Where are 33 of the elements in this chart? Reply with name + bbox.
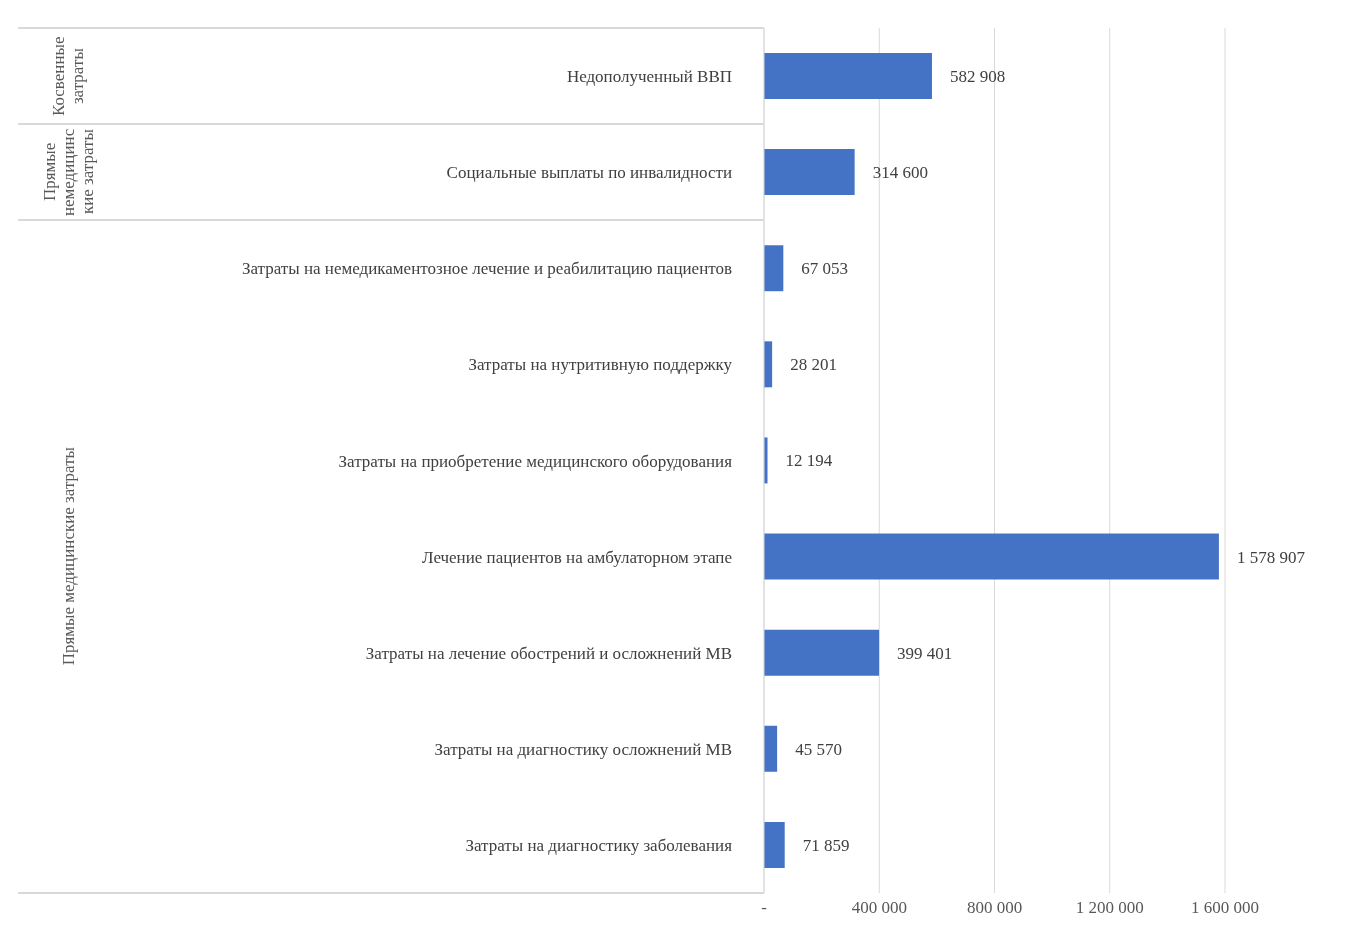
data-label: 67 053 <box>801 259 849 279</box>
y-tick-label: Социальные выплаты по инвалидности <box>446 163 732 183</box>
x-tick-label: 800 000 <box>966 898 1023 918</box>
data-label: 582 908 <box>949 67 1006 87</box>
bar <box>764 725 778 772</box>
x-tick-label: 1 600 000 <box>1191 898 1259 918</box>
data-label: 1 578 907 <box>1236 547 1306 567</box>
x-tick-label: 1 200 000 <box>1075 898 1144 918</box>
y-tick-label: Затраты на немедикаментозное лечение и реабилитацию пациентов <box>241 259 732 279</box>
x-tick-label: 400 000 <box>851 898 907 918</box>
text: Косвенные затраты <box>49 35 87 118</box>
bar <box>764 52 932 99</box>
data-label: 399 401 <box>897 643 953 663</box>
data-label: 12 194 <box>785 451 833 471</box>
x-tick-label: - <box>761 898 768 918</box>
y-tick-label: Затраты на приобретение медицинского оборудования <box>338 451 733 471</box>
bar <box>764 149 855 196</box>
data-label: 28 201 <box>790 355 837 375</box>
bar <box>764 629 880 676</box>
text: Прямые немедицинские затраты <box>39 127 97 218</box>
data-label: 45 570 <box>795 739 842 759</box>
data-label: 71 859 <box>802 835 850 855</box>
bar <box>764 245 784 292</box>
y-tick-label: Затраты на диагностику осложнений МВ <box>434 739 732 759</box>
text: Прямые медицинские затраты <box>58 447 78 666</box>
y-tick-label: Затраты на лечение обострений и осложнений МВ <box>365 643 732 663</box>
bar <box>764 821 785 868</box>
y-tick-label: Лечение пациентов на амбулаторном этапе <box>421 547 732 567</box>
y-tick-label: Затраты на диагностику заболевания <box>465 835 733 855</box>
bar <box>764 533 1219 580</box>
y-tick-label: Затраты на нутритивную поддержку <box>468 355 733 375</box>
data-label: 314 600 <box>872 163 928 183</box>
y-tick-label: Недополученный ВВП <box>566 67 732 87</box>
